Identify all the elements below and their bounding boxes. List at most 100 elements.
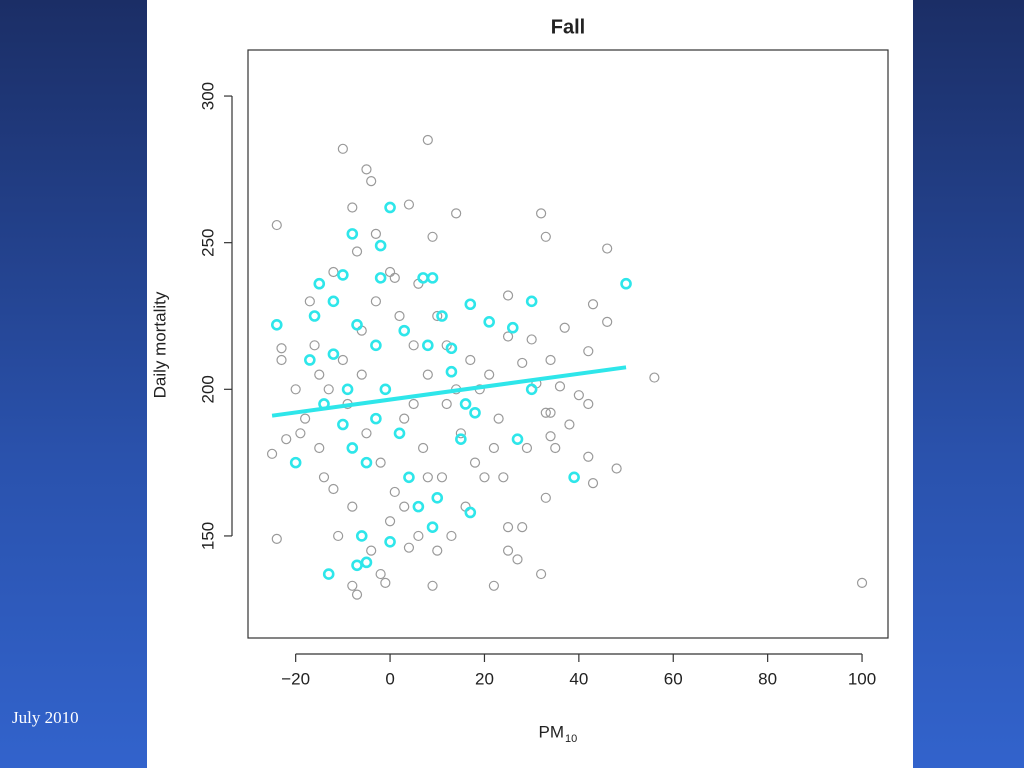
data-point [370,339,382,352]
data-point [347,202,358,213]
data-point [535,568,547,580]
chart: Fall Daily mortality PM 10 −20 0 20 40 60 80 1… [150,16,889,745]
data-point [455,433,467,445]
data-point [398,324,411,337]
data-point [583,346,594,357]
y-tick-label: 150 [198,522,217,550]
data-point [469,457,481,468]
data-point [322,568,335,580]
x-tick-label: 0 [385,669,394,688]
data-point [351,246,363,257]
x-axis-label: PM [539,722,565,741]
data-point [535,208,547,219]
data-point [337,418,349,431]
data-point [281,434,292,445]
x-tick-label: 80 [758,669,777,688]
data-point [346,228,359,240]
data-point [403,471,415,484]
data-point [361,164,372,175]
data-point [488,580,499,591]
data-point [856,577,868,588]
data-point [399,413,410,424]
data-point [337,269,349,281]
data-point [649,372,660,383]
data-point [328,483,339,495]
data-point [521,442,533,454]
data-point [445,342,458,355]
data-point [327,348,340,360]
data-point [356,369,367,380]
data-point [346,442,359,454]
data-point [422,134,433,146]
data-point [446,530,457,542]
y-tick-label: 250 [198,228,217,256]
data-point [333,530,344,542]
data-point [375,568,386,580]
data-point [554,381,566,392]
data-point [587,478,599,489]
data-point [418,442,429,454]
data-point [351,589,363,600]
data-point [295,428,306,439]
data-point [394,310,405,322]
data-point [545,407,556,418]
data-point [408,398,419,410]
data-point [327,295,340,308]
data-point [347,501,358,512]
data-point [351,559,363,572]
data-point [290,384,301,395]
data-point [422,339,434,352]
data-point [620,277,632,290]
data-point [384,201,396,214]
data-point [426,272,439,284]
x-tick-label: 100 [848,669,876,688]
data-point [483,316,495,328]
data-point [360,456,373,469]
data-point [526,334,537,345]
data-point [488,442,499,454]
x-axis-label-subscript: 10 [565,733,577,745]
data-point [502,545,514,556]
fit-line [271,365,627,418]
data-point [384,536,396,548]
data-point [427,231,438,242]
data-point [370,296,382,307]
data-point [408,340,419,351]
data-point [389,486,400,498]
data-point [361,428,372,439]
plot-frame [247,49,889,639]
data-point [304,296,315,307]
y-tick-label: 200 [198,375,217,403]
data-point [545,354,556,366]
data-point [366,545,377,556]
data-point [370,412,382,425]
data-point [564,419,575,430]
data-point [436,310,448,322]
data-point [289,456,302,469]
data-point [412,500,425,513]
data-point [517,357,528,369]
data-point [399,501,410,512]
data-point [502,331,514,342]
data-point [309,340,320,351]
data-point [337,143,348,154]
y-axis-label: Daily mortality [150,291,169,398]
data-point [559,322,570,333]
data-point [422,369,433,380]
data-point [525,383,538,396]
data-point [380,577,391,588]
y-tick-label: 300 [198,82,217,110]
data-point [384,266,396,278]
x-tick-label: 20 [475,669,494,688]
data-point [568,471,580,484]
data-point [413,530,424,542]
data-point [426,521,439,533]
data-point [498,472,509,483]
data-point [455,428,466,439]
data-point [403,542,415,553]
x-tick-label: 60 [664,669,683,688]
data-point [314,442,325,454]
data-point [374,239,387,252]
data-point [427,580,438,591]
